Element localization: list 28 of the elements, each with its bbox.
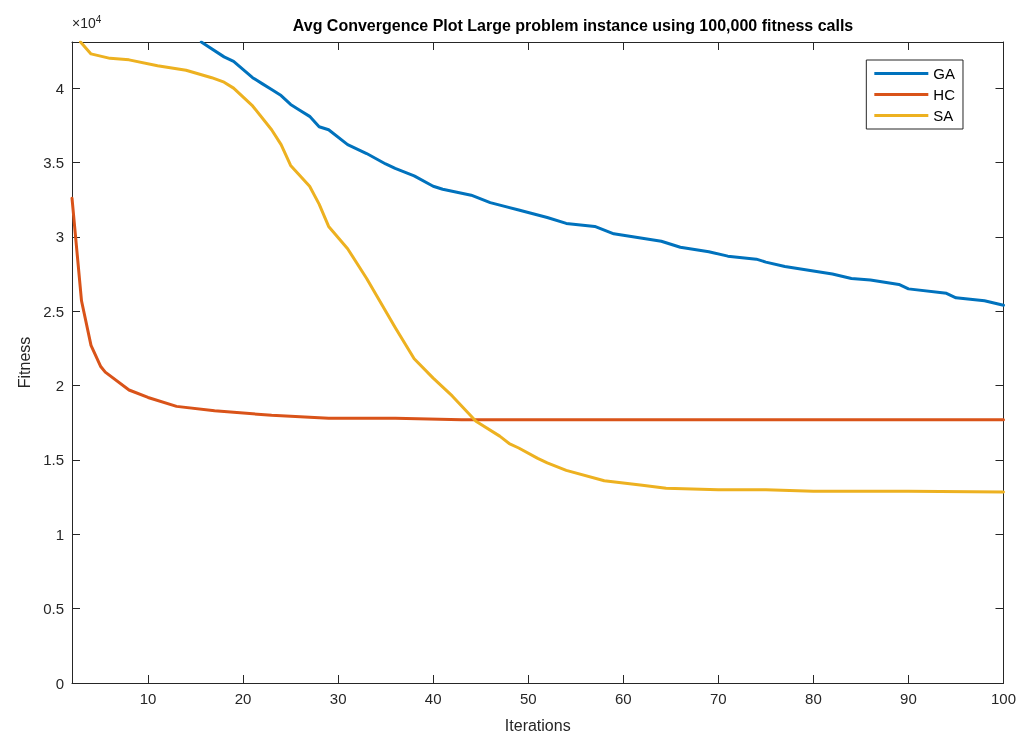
- legend-label: SA: [933, 107, 954, 124]
- x-tick-label: 20: [234, 690, 252, 707]
- y-tick-label: 1: [55, 525, 64, 543]
- y-tick-label: 2.5: [43, 302, 64, 320]
- x-tick-label: 10: [139, 690, 157, 707]
- x-axis-title: Iterations: [504, 716, 571, 734]
- x-tick-label: 60: [614, 690, 632, 707]
- legend-label: HC: [933, 86, 956, 103]
- y-tick-label: 3.5: [43, 153, 64, 171]
- y-tick-label: 2: [55, 377, 64, 395]
- x-tick-label: 100: [990, 690, 1016, 707]
- legend-label: GA: [933, 65, 956, 82]
- x-tick-label: 30: [329, 690, 347, 707]
- x-tick-label: 50: [519, 690, 537, 707]
- line-series: [79, 40, 1005, 494]
- x-tick-label: 90: [900, 690, 917, 707]
- y-tick-label: 1.5: [43, 451, 64, 469]
- x-tick-label: 40: [424, 690, 442, 707]
- y-tick-label: 4: [55, 79, 64, 97]
- y-tick-label: 3: [55, 228, 64, 246]
- y-tick-label: 0.5: [43, 600, 64, 618]
- y-tick-label: 0: [55, 674, 64, 692]
- line-series: [70, 196, 1005, 422]
- line-series: [199, 40, 1005, 307]
- x-tick-label: 70: [709, 690, 727, 707]
- y-axis-title: Fitness: [15, 336, 33, 389]
- x-tick-label: 80: [805, 690, 822, 707]
- chart-title: Avg Convergence Plot Large problem instance using 100,000 fitness calls: [292, 16, 854, 34]
